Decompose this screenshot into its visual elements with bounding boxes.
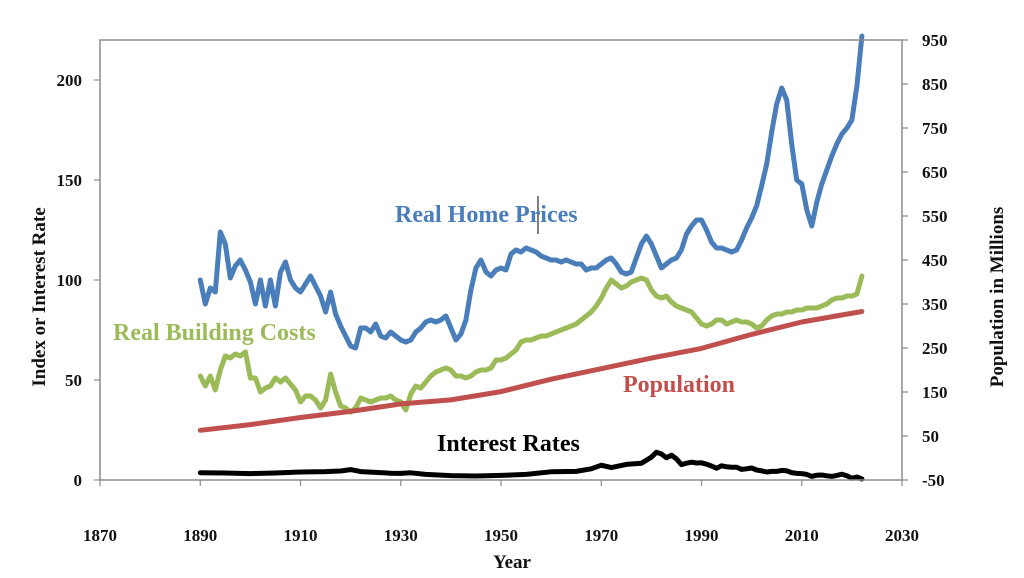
y-left-axis-title: Index or Interest Rate xyxy=(29,207,50,386)
x-tick-label: 1890 xyxy=(183,526,217,545)
series-line-real-home-prices xyxy=(200,36,862,348)
y-left-tick-label: 100 xyxy=(57,271,83,290)
y-right-tick-label: 350 xyxy=(922,295,948,314)
series-label-population: Population xyxy=(623,372,735,398)
series-label-interest-rates: Interest Rates xyxy=(437,431,580,457)
y-right-tick-label: 450 xyxy=(922,251,948,270)
x-tick-label: 1910 xyxy=(284,526,318,545)
y-left-tick-label: 200 xyxy=(57,71,83,90)
y-right-tick-label: -50 xyxy=(922,471,945,490)
y-right-tick-label: 550 xyxy=(922,207,948,226)
y-right-tick-label: 950 xyxy=(922,31,948,50)
y-right-tick-label: 850 xyxy=(922,75,948,94)
x-axis-title: Year xyxy=(493,552,532,573)
x-tick-label: 1870 xyxy=(83,526,117,545)
y-right-tick-label: 150 xyxy=(922,383,948,402)
tick-layer: 1870 1890 1910 1930 1950 1970 1990 2010 2030 0 50 1… xyxy=(57,31,948,545)
y-right-tick-label: 50 xyxy=(922,427,939,446)
series-label-real-building-costs: Real Building Costs xyxy=(113,320,316,346)
y-left-tick-label: 50 xyxy=(65,371,82,390)
x-tick-label: 1990 xyxy=(685,526,719,545)
line-chart: 1870 1890 1910 1930 1950 1970 1990 2010 2030 0 50 1… xyxy=(0,0,1024,578)
x-tick-label: 1970 xyxy=(584,526,618,545)
x-tick-label: 1950 xyxy=(484,526,518,545)
series-layer xyxy=(200,36,862,479)
y-right-tick-label: 250 xyxy=(922,339,948,358)
x-tick-label: 1930 xyxy=(384,526,418,545)
y-right-tick-label: 650 xyxy=(922,163,948,182)
y-right-axis-title: Population in Millions xyxy=(987,207,1008,388)
y-right-tick-label: 750 xyxy=(922,119,948,138)
x-tick-label: 2010 xyxy=(785,526,819,545)
y-left-tick-label: 150 xyxy=(57,171,83,190)
y-left-tick-label: 0 xyxy=(74,471,83,490)
x-tick-label: 2030 xyxy=(885,526,919,545)
series-label-real-home-prices: Real Home Prices xyxy=(395,202,578,228)
